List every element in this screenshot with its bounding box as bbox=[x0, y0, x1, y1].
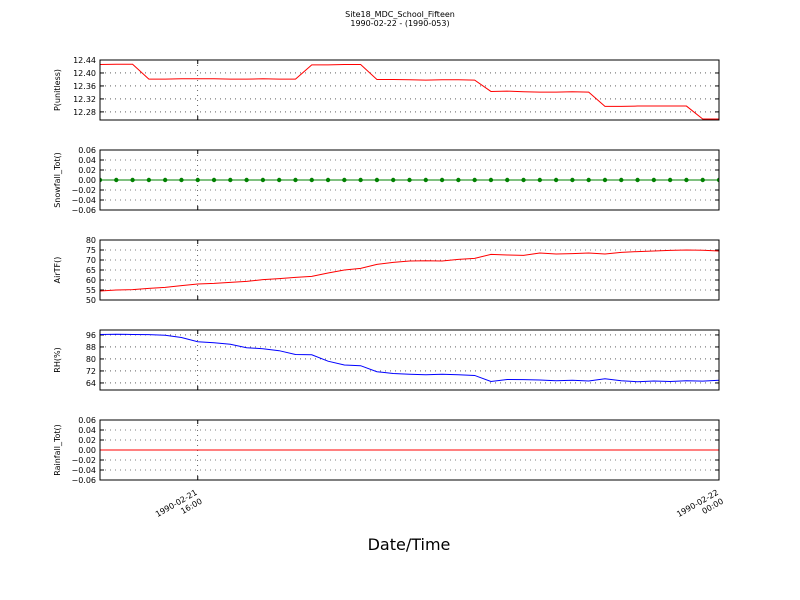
point bbox=[456, 177, 461, 183]
y-tick-label: −0.06 bbox=[71, 206, 96, 215]
y-tick-label: 12.36 bbox=[73, 82, 96, 91]
y-tick-label: 75 bbox=[86, 246, 96, 255]
point bbox=[100, 177, 103, 183]
point bbox=[342, 177, 347, 183]
point bbox=[472, 177, 477, 183]
point bbox=[325, 177, 331, 183]
x-axis-label: Date/Time bbox=[368, 535, 451, 554]
y-tick-label: 0.00 bbox=[78, 176, 96, 185]
point bbox=[276, 177, 282, 183]
y-tick-label: 12.44 bbox=[73, 56, 96, 65]
line-series bbox=[100, 249, 719, 292]
point bbox=[667, 177, 673, 183]
panel: 12.28 12.32 12.36 12.40 12.44 P(unitless) bbox=[53, 56, 720, 121]
plot-frame bbox=[99, 59, 720, 121]
point bbox=[179, 177, 184, 183]
y-tick-label: −0.02 bbox=[71, 186, 96, 195]
point bbox=[228, 177, 233, 183]
point bbox=[130, 177, 135, 183]
y-axis-label: Snowfall_Tot() bbox=[53, 152, 62, 208]
point bbox=[570, 177, 575, 183]
point bbox=[423, 177, 428, 183]
point bbox=[244, 177, 249, 183]
y-tick-label: 0.04 bbox=[78, 156, 96, 165]
point bbox=[146, 177, 152, 183]
panel: −0.06−0.04−0.020.000.020.040.06 Snowfall_… bbox=[53, 146, 720, 215]
y-axis-label: RH(%) bbox=[53, 347, 62, 372]
y-axis-label: P(unitless) bbox=[53, 69, 62, 111]
panel: −0.06−0.04−0.020.000.020.040.06 Rainfall_… bbox=[53, 416, 720, 485]
y-tick-label: 12.28 bbox=[73, 108, 96, 117]
y-tick-label: 0.00 bbox=[78, 446, 96, 455]
point bbox=[358, 177, 363, 183]
point bbox=[521, 177, 526, 183]
point bbox=[635, 177, 640, 183]
point bbox=[374, 177, 380, 183]
chart-subtitle: 1990-02-22 - (1990-053) bbox=[350, 19, 449, 28]
point bbox=[700, 177, 705, 183]
point bbox=[211, 177, 217, 183]
point bbox=[407, 177, 412, 183]
y-tick-label: 0.02 bbox=[78, 166, 96, 175]
y-tick-label: 50 bbox=[86, 296, 96, 305]
y-tick-label: 70 bbox=[86, 256, 96, 265]
y-tick-label: 0.06 bbox=[78, 146, 96, 155]
plot-frame bbox=[99, 419, 720, 481]
y-tick-label: −0.04 bbox=[71, 466, 96, 475]
point bbox=[439, 177, 445, 183]
y-tick-label: 12.32 bbox=[73, 95, 96, 104]
point bbox=[391, 177, 396, 183]
point bbox=[505, 177, 510, 183]
panel: 64 72 80 88 96 RH(%) bbox=[53, 329, 720, 391]
point bbox=[684, 177, 689, 183]
point bbox=[553, 177, 559, 183]
line-series bbox=[100, 333, 719, 383]
y-tick-label: 64 bbox=[86, 379, 96, 388]
point bbox=[488, 177, 494, 183]
point bbox=[537, 177, 543, 183]
point bbox=[114, 177, 119, 183]
plot-frame bbox=[99, 239, 720, 301]
chart-title: Site18_MDC_School_Fifteen bbox=[345, 10, 455, 19]
y-axis-label: Rainfall_Tot() bbox=[53, 424, 62, 476]
y-tick-label: 72 bbox=[86, 367, 96, 376]
y-tick-label: 60 bbox=[86, 276, 96, 285]
y-axis-label: AirTF() bbox=[53, 257, 62, 284]
point bbox=[602, 177, 608, 183]
y-tick-label: 55 bbox=[86, 286, 96, 295]
y-tick-label: 0.04 bbox=[78, 426, 96, 435]
point bbox=[651, 177, 657, 183]
point bbox=[162, 177, 168, 183]
point bbox=[309, 177, 314, 183]
point bbox=[619, 177, 624, 183]
y-tick-label: 0.06 bbox=[78, 416, 96, 425]
y-tick-label: 12.40 bbox=[73, 69, 96, 78]
y-tick-label: −0.06 bbox=[71, 476, 96, 485]
y-tick-label: −0.02 bbox=[71, 456, 96, 465]
y-tick-label: 88 bbox=[86, 343, 96, 352]
y-tick-label: 65 bbox=[86, 266, 96, 275]
y-tick-label: 80 bbox=[86, 355, 96, 364]
plot-frame bbox=[99, 149, 720, 211]
plot-frame bbox=[99, 329, 720, 391]
point bbox=[195, 177, 200, 183]
point bbox=[293, 177, 298, 183]
y-tick-label: 0.02 bbox=[78, 436, 96, 445]
y-tick-label: −0.04 bbox=[71, 196, 96, 205]
line-series bbox=[100, 63, 719, 120]
point bbox=[716, 177, 719, 183]
y-tick-label: 80 bbox=[86, 236, 96, 245]
point bbox=[586, 177, 591, 183]
y-tick-label: 96 bbox=[86, 331, 96, 340]
point bbox=[260, 177, 266, 183]
